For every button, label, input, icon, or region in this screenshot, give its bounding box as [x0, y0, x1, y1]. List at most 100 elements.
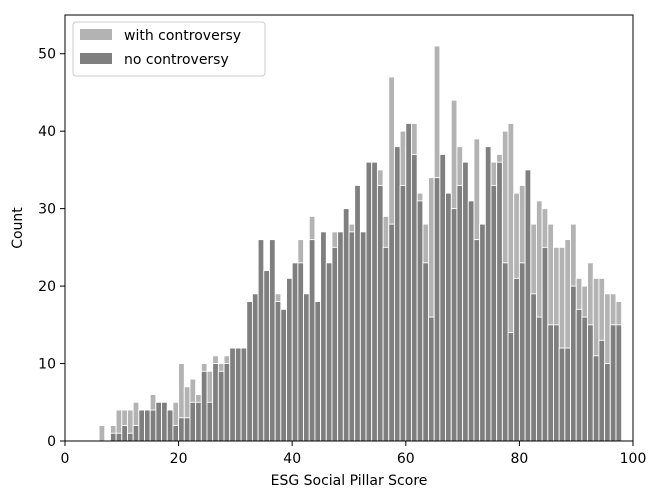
- bar-no-controversy: [166, 409, 174, 442]
- bar-no-controversy: [393, 146, 401, 442]
- bar-no-controversy: [206, 401, 214, 442]
- bar-no-controversy: [496, 161, 503, 442]
- bar-no-controversy: [553, 324, 560, 442]
- bar-no-controversy: [547, 324, 554, 442]
- legend-label-with-controversy: with controversy: [124, 28, 241, 44]
- bar-no-controversy: [564, 347, 571, 442]
- bar-no-controversy: [450, 208, 458, 442]
- bar-no-controversy: [615, 324, 623, 442]
- bar-no-controversy: [263, 270, 270, 442]
- y-tick-label: 10: [38, 357, 56, 373]
- bar-no-controversy: [371, 161, 378, 442]
- bar-no-controversy: [592, 355, 600, 442]
- y-tick-label: 20: [38, 279, 56, 295]
- bar-no-controversy: [109, 432, 117, 442]
- y-axis-ticks: 0 10 20 30 40 50: [38, 47, 65, 450]
- bar-no-controversy: [314, 301, 322, 442]
- bar-no-controversy: [581, 316, 589, 442]
- bar-no-controversy: [303, 293, 310, 442]
- legend-box: [72, 21, 266, 77]
- bar-no-controversy: [291, 262, 299, 442]
- bar-no-controversy: [127, 432, 134, 442]
- bar-no-controversy: [439, 153, 447, 442]
- bar-no-controversy: [513, 277, 520, 442]
- bar-with-controversy: [98, 425, 106, 442]
- x-tick-label: 80: [510, 451, 528, 467]
- bar-no-controversy: [433, 177, 441, 442]
- legend: with controversy no controversy: [72, 21, 266, 77]
- bar-no-controversy: [121, 425, 128, 442]
- bar-no-controversy: [587, 324, 594, 442]
- bar-no-controversy: [155, 401, 163, 442]
- bar-no-controversy: [490, 184, 498, 442]
- bar-no-controversy: [269, 239, 276, 442]
- bar-no-controversy: [575, 308, 583, 442]
- bar-no-controversy: [501, 262, 509, 442]
- bar-no-controversy: [183, 417, 191, 442]
- bar-no-controversy: [223, 363, 231, 442]
- y-tick-label: 40: [38, 124, 56, 140]
- bar-no-controversy: [189, 401, 197, 442]
- bar-no-controversy: [598, 339, 606, 442]
- legend-label-no-controversy: no controversy: [124, 52, 229, 68]
- bar-no-controversy: [297, 262, 305, 442]
- bar-no-controversy: [467, 200, 475, 442]
- bar-no-controversy: [354, 184, 361, 442]
- x-tick-label: 60: [397, 451, 415, 467]
- x-tick-label: 100: [620, 451, 647, 467]
- bar-no-controversy: [609, 324, 617, 442]
- bar-no-controversy: [473, 239, 481, 442]
- bar-no-controversy: [604, 363, 611, 442]
- bar-no-controversy: [359, 231, 367, 442]
- bar-no-controversy: [138, 409, 145, 442]
- bar-no-controversy: [308, 239, 316, 442]
- y-axis-label: Count: [10, 207, 26, 249]
- x-tick-label: 20: [170, 451, 188, 467]
- bar-no-controversy: [257, 239, 265, 442]
- x-axis-label: ESG Social Pillar Score: [271, 473, 428, 488]
- bar-no-controversy: [212, 363, 219, 442]
- bar-no-controversy: [541, 246, 549, 442]
- y-tick-label: 50: [38, 47, 56, 63]
- bar-no-controversy: [530, 293, 537, 442]
- bar-no-controversy: [195, 401, 202, 442]
- y-tick-label: 0: [47, 434, 56, 450]
- bar-no-controversy: [570, 285, 577, 442]
- y-tick-label: 30: [38, 202, 56, 218]
- x-tick-label: 40: [283, 451, 301, 467]
- bar-no-controversy: [115, 432, 123, 442]
- bar-no-controversy: [535, 316, 543, 442]
- bar-no-controversy: [320, 231, 327, 442]
- bar-no-controversy: [149, 409, 157, 442]
- bar-no-controversy: [382, 246, 390, 442]
- legend-swatch-no-controversy: [80, 53, 112, 64]
- bar-no-controversy: [365, 161, 373, 442]
- bar-no-controversy: [348, 231, 356, 442]
- bar-no-controversy: [399, 184, 407, 442]
- bar-no-controversy: [217, 370, 225, 442]
- bar-no-controversy: [280, 308, 287, 442]
- x-axis-ticks: 0 20 40 60 80 100: [61, 441, 647, 467]
- bar-no-controversy: [240, 347, 248, 442]
- bar-no-controversy: [462, 161, 469, 442]
- bar-no-controversy: [479, 223, 486, 442]
- legend-swatch-with-controversy: [80, 29, 112, 40]
- bar-no-controversy: [144, 409, 151, 442]
- bar-no-controversy: [524, 169, 532, 442]
- bar-no-controversy: [518, 262, 526, 442]
- bar-no-controversy: [246, 301, 253, 442]
- bar-no-controversy: [251, 293, 259, 442]
- bar-no-controversy: [337, 231, 344, 442]
- bar-no-controversy: [172, 425, 180, 442]
- bar-no-controversy: [229, 347, 236, 442]
- x-tick-label: 0: [61, 451, 70, 467]
- bar-no-controversy: [376, 184, 384, 442]
- axes-frame: [64, 14, 634, 442]
- bar-no-controversy: [325, 262, 333, 442]
- bar-no-controversy: [456, 184, 464, 442]
- bar-no-controversy: [484, 146, 492, 442]
- bar-no-controversy: [428, 316, 435, 442]
- bar-no-controversy: [331, 246, 339, 442]
- bar-no-controversy: [161, 401, 168, 442]
